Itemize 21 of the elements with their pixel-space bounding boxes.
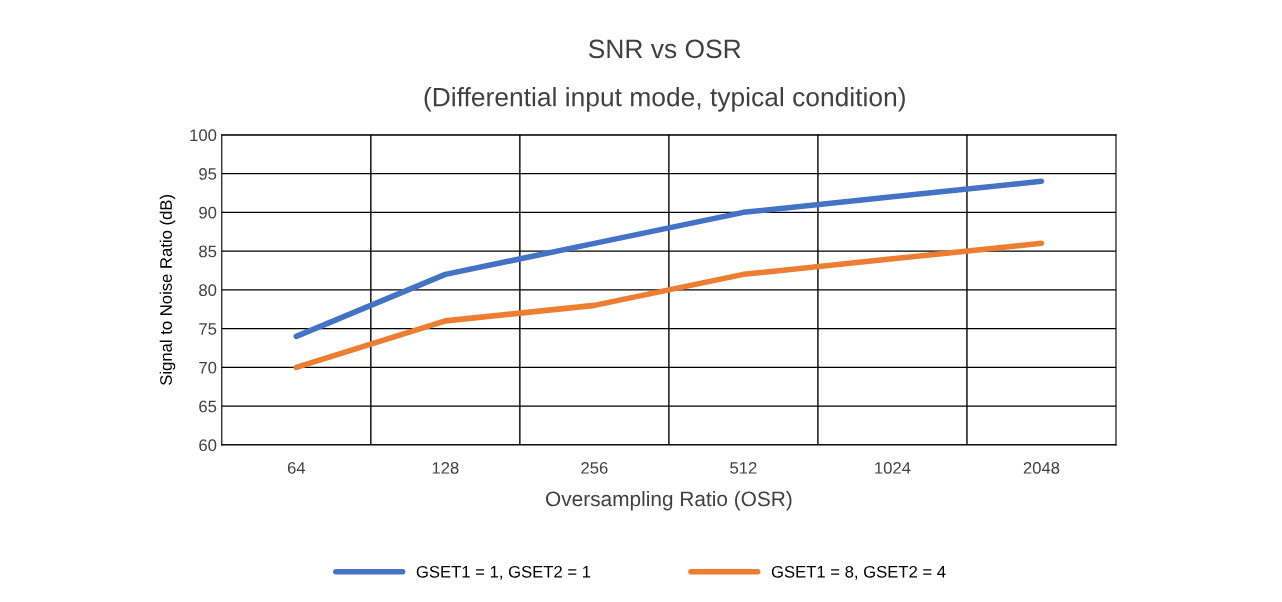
y-tick-label: 60 bbox=[199, 439, 217, 452]
y-tick-label: 100 bbox=[190, 129, 217, 142]
x-tick-label: 128 bbox=[432, 461, 459, 474]
x-tick-label: 512 bbox=[730, 461, 757, 474]
legend-label: GSET1 = 8, GSET2 = 4 bbox=[771, 565, 946, 580]
x-tick-label: 1024 bbox=[875, 461, 911, 474]
y-tick-label: 65 bbox=[199, 400, 217, 413]
y-tick-label: 75 bbox=[199, 323, 217, 335]
x-tick-label: 2048 bbox=[1023, 461, 1060, 474]
legend-label: GSET1 = 1, GSET2 = 1 bbox=[416, 565, 591, 580]
y-tick-label: 95 bbox=[199, 168, 217, 180]
y-tick-label: 85 bbox=[199, 245, 217, 258]
y-tick-label: 90 bbox=[199, 206, 217, 219]
y-axis-title: Signal to Noise Ratio (dB) bbox=[159, 195, 176, 385]
y-tick-label: 80 bbox=[199, 284, 217, 297]
chart-title: SNR vs OSR bbox=[588, 39, 741, 59]
x-axis-title: Oversampling Ratio (OSR) bbox=[546, 490, 792, 511]
x-tick-label: 256 bbox=[581, 461, 608, 474]
x-tick-label: 64 bbox=[287, 461, 306, 474]
chart-subtitle: (Differential input mode, typical condition) bbox=[424, 87, 905, 112]
y-tick-label: 70 bbox=[199, 361, 217, 374]
